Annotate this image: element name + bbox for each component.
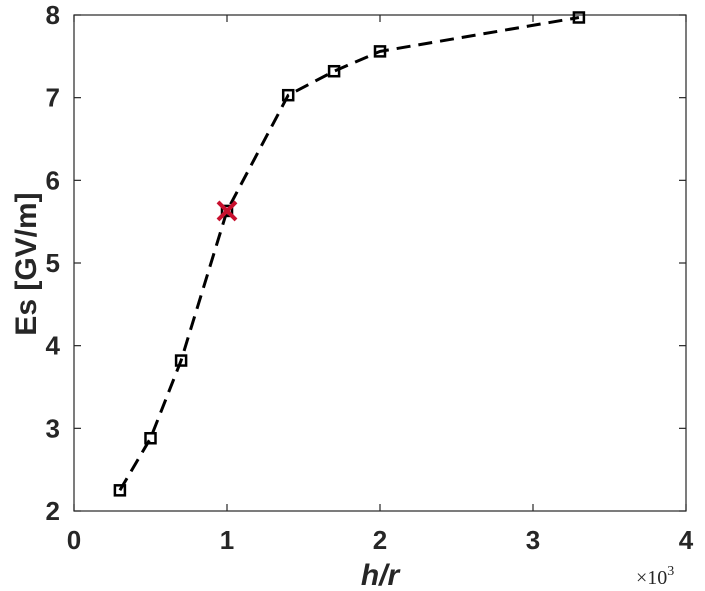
data-point-marker [373,45,387,58]
data-point-marker [220,204,234,218]
x-axis-label: h/r [361,559,402,591]
data-point-marker [113,484,127,497]
data-point-marker [572,11,586,24]
x-multiplier: ×103 [636,564,674,589]
x-tick-label: 1 [220,525,234,555]
x-multiplier-exponent: 3 [667,564,674,579]
y-tick-label: 7 [46,83,60,113]
y-tick-label: 6 [46,165,60,195]
series-line [118,16,580,492]
y-tick-label: 3 [46,413,60,443]
y-axis-label: Es [GV/m] [10,192,43,335]
highlight-x-marker [216,200,238,222]
y-tick-labels: 2 3 4 5 6 7 8 [46,0,61,526]
highlight-layer [216,200,238,222]
x-multiplier-base: ×10 [636,567,667,589]
x-tick-label: 4 [679,525,694,555]
x-tick-label: 3 [526,525,540,555]
data-point-marker [327,64,341,78]
highlight-x-stroke [216,200,238,222]
x-tick-label: 2 [373,525,387,555]
series-layer [113,11,586,497]
y-tick-label: 8 [46,0,60,30]
data-point-marker [144,432,157,445]
y-tick-label: 5 [46,248,60,278]
axis-ticks [73,14,687,512]
data-point-marker [281,88,295,102]
y-tick-label: 2 [46,496,60,526]
x-tick-labels: 0 1 2 3 4 [67,525,694,555]
plot-area [73,14,687,512]
y-tick-label: 4 [46,331,61,361]
data-point-marker [174,354,188,367]
x-tick-label: 0 [67,525,81,555]
